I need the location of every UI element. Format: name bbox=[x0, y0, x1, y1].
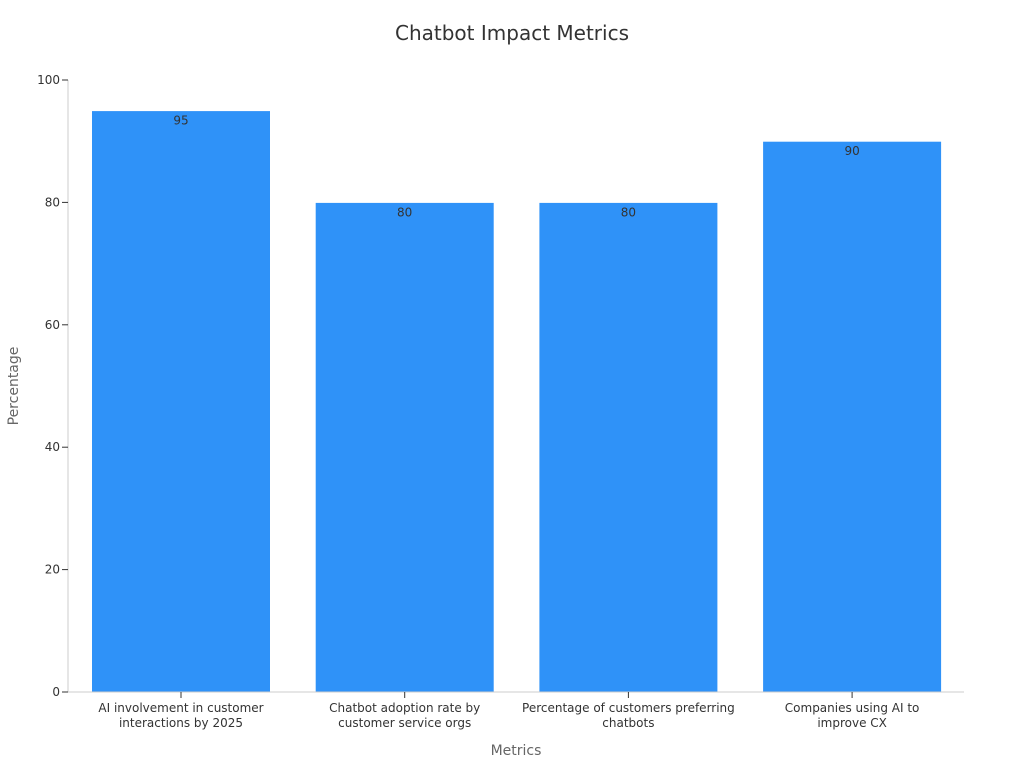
y-tick-label: 40 bbox=[45, 440, 60, 454]
data-label-2: 80 bbox=[397, 205, 412, 219]
y-axis: 0 20 40 60 80 100 bbox=[37, 73, 69, 699]
bars-group: 95 80 80 90 bbox=[91, 110, 943, 693]
x-tick-label-4: Companies using AI to improve CX bbox=[785, 701, 920, 730]
chart-title: Chatbot Impact Metrics bbox=[395, 21, 629, 45]
x-axis: AI involvement in customer interactions b… bbox=[68, 691, 964, 730]
bar-3 bbox=[538, 201, 719, 693]
data-label-4: 90 bbox=[844, 144, 859, 158]
y-tick-label: 80 bbox=[45, 195, 60, 209]
bar-1 bbox=[91, 110, 271, 693]
y-tick-label: 20 bbox=[45, 563, 60, 577]
x-tick-label-1: AI involvement in customer interactions b… bbox=[98, 701, 263, 730]
y-tick-label: 0 bbox=[52, 685, 60, 699]
bar-2 bbox=[314, 201, 495, 693]
data-label-1: 95 bbox=[173, 114, 188, 128]
x-tick-label-2: Chatbot adoption rate by customer service… bbox=[329, 701, 480, 730]
y-axis-label: Percentage bbox=[6, 347, 22, 426]
y-tick-label: 100 bbox=[37, 73, 60, 87]
bar-4 bbox=[762, 140, 943, 693]
y-tick-label: 60 bbox=[45, 318, 60, 332]
data-label-3: 80 bbox=[621, 205, 636, 219]
x-tick-label-3: Percentage of customers preferring chatbo… bbox=[522, 701, 735, 730]
x-axis-label: Metrics bbox=[491, 743, 542, 759]
